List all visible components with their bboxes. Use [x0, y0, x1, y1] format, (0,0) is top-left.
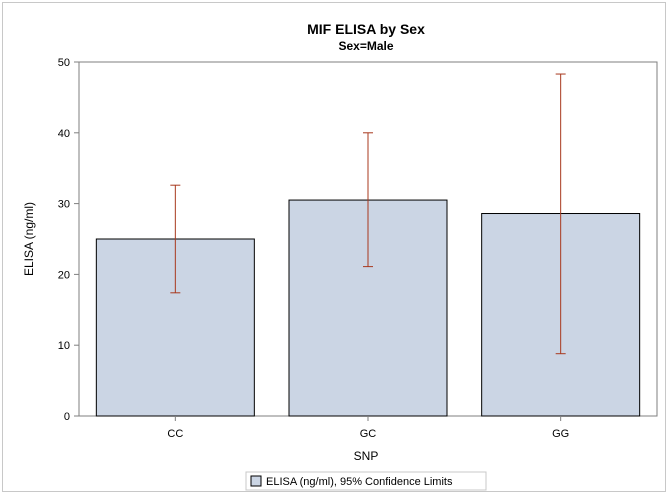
y-tick-label: 0 — [64, 411, 70, 423]
y-tick-label: 50 — [58, 57, 70, 69]
x-axis: CC GC GG — [167, 416, 569, 440]
x-tick-label: GG — [552, 428, 569, 440]
y-tick-label: 20 — [58, 269, 70, 281]
x-tick-label: GC — [360, 428, 377, 440]
chart-title: MIF ELISA by Sex — [307, 21, 425, 37]
chart-subtitle: Sex=Male — [338, 39, 393, 53]
y-tick-label: 40 — [58, 128, 70, 140]
error-bars-group — [170, 73, 566, 355]
y-tick-label: 10 — [58, 340, 70, 352]
legend-box — [245, 471, 487, 491]
legend-swatch — [250, 475, 262, 487]
y-tick-label: 30 — [58, 199, 70, 211]
legend-label: ELISA (ng/ml), 95% Confidence Limits — [266, 476, 453, 488]
x-tick-label: CC — [167, 428, 183, 440]
x-axis-label: SNP — [354, 449, 379, 463]
y-axis-label: ELISA (ng/ml) — [22, 202, 36, 276]
legend: ELISA (ng/ml), 95% Confidence Limits — [245, 471, 487, 491]
y-axis: 0 10 20 30 40 50 — [58, 57, 79, 423]
